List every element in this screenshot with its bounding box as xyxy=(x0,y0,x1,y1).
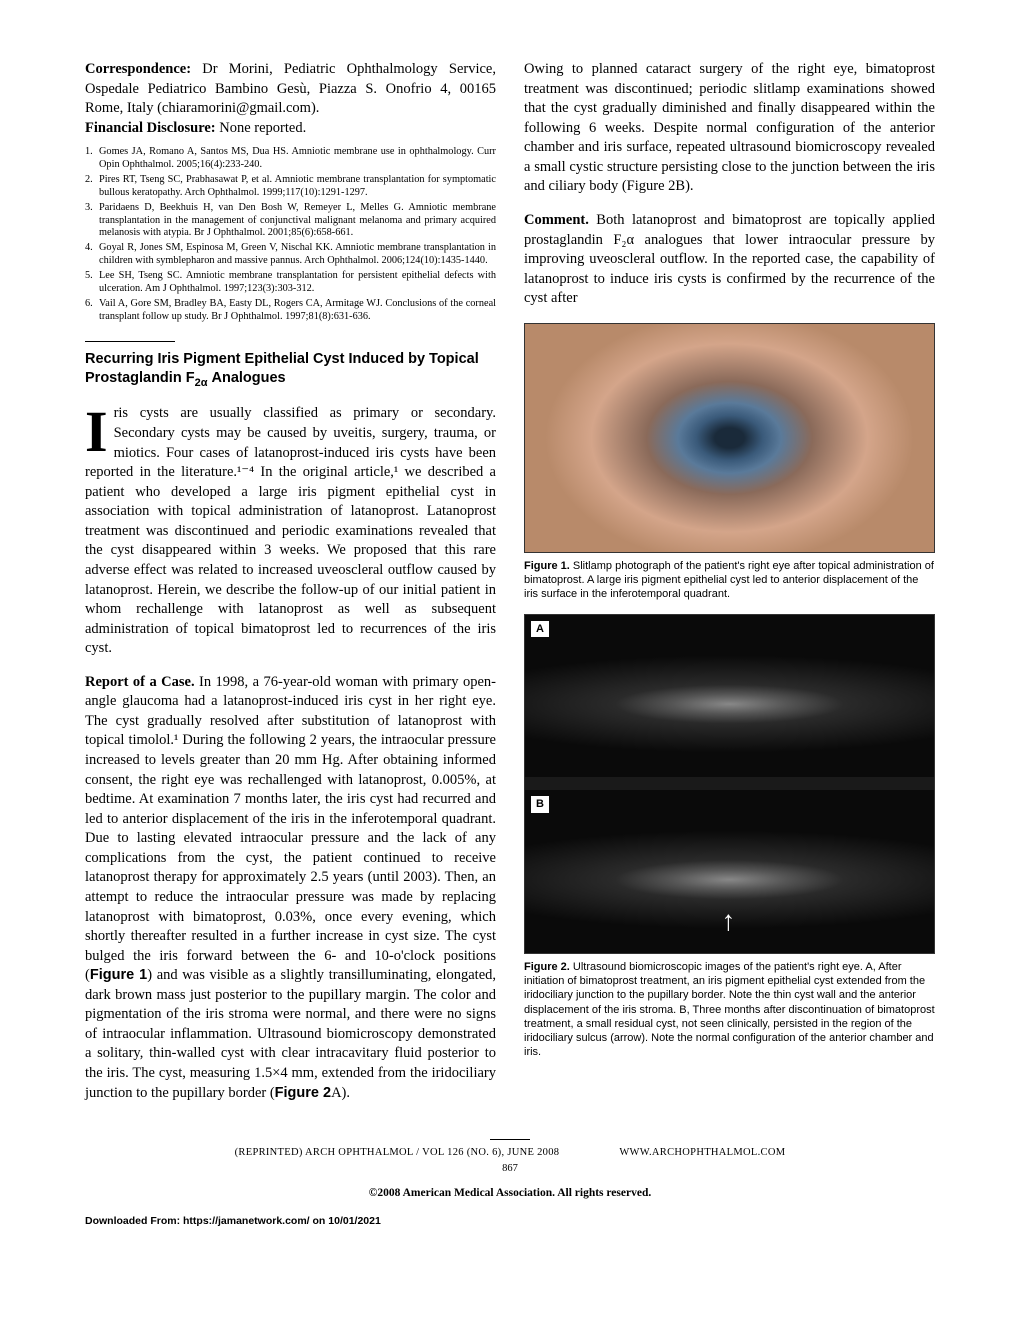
ref-num: 3. xyxy=(85,202,99,241)
figure1-caption-text: Slitlamp photograph of the patient's rig… xyxy=(524,560,934,601)
figure2-caption-text: Ultrasound biomicroscopic images of the … xyxy=(524,961,935,1059)
section-title: Recurring Iris Pigment Epithelial Cyst I… xyxy=(85,350,496,390)
figure1-image xyxy=(524,323,935,553)
ref-num: 4. xyxy=(85,242,99,268)
ref-text: Goyal R, Jones SM, Espinosa M, Green V, … xyxy=(99,242,496,268)
figure2-block: A B ↑ Figure 2. Ultrasound biomicroscopi… xyxy=(524,614,935,1060)
ref-num: 5. xyxy=(85,270,99,296)
figure1-ref: Figure 1 xyxy=(90,967,147,983)
ref-item: 6.Vail A, Gore SM, Bradley BA, Easty DL,… xyxy=(85,298,496,324)
figure2-panel-b: B ↑ xyxy=(525,790,934,952)
comment-paragraph: Comment. Both latanoprost and bimatopros… xyxy=(524,211,935,309)
left-column: Correspondence: Dr Morini, Pediatric Oph… xyxy=(85,60,496,1117)
report-paragraph: Report of a Case. In 1998, a 76-year-old… xyxy=(85,673,496,1103)
panel-a-label: A xyxy=(531,621,549,638)
figure1-block: Figure 1. Slitlamp photograph of the pat… xyxy=(524,323,935,602)
correspondence-block: Correspondence: Dr Morini, Pediatric Oph… xyxy=(85,60,496,138)
para2a-text: In 1998, a 76-year-old woman with primar… xyxy=(85,674,496,983)
download-note: Downloaded From: https://jamanetwork.com… xyxy=(85,1214,935,1228)
title-subscript: 2α xyxy=(195,377,208,389)
ref-item: 5.Lee SH, Tseng SC. Amniotic membrane tr… xyxy=(85,270,496,296)
ref-item: 4.Goyal R, Jones SM, Espinosa M, Green V… xyxy=(85,242,496,268)
para1-text: ris cysts are usually classified as prim… xyxy=(85,405,496,656)
ref-text: Gomes JA, Romano A, Santos MS, Dua HS. A… xyxy=(99,146,496,172)
ref-num: 2. xyxy=(85,174,99,200)
figure1-caption: Figure 1. Slitlamp photograph of the pat… xyxy=(524,559,935,602)
para2c-text: A). xyxy=(331,1085,350,1101)
right-column: Owing to planned cataract surgery of the… xyxy=(524,60,935,1117)
financial-text: None reported. xyxy=(216,120,307,136)
right-para1: Owing to planned cataract surgery of the… xyxy=(524,60,935,197)
figure2-label: Figure 2. xyxy=(524,961,570,973)
footer-line1: (REPRINTED) ARCH OPHTHALMOL / VOL 126 (N… xyxy=(85,1146,935,1160)
figure2-caption: Figure 2. Ultrasound biomicroscopic imag… xyxy=(524,960,935,1060)
figure1-label: Figure 1. xyxy=(524,560,570,572)
ref-item: 1.Gomes JA, Romano A, Santos MS, Dua HS.… xyxy=(85,146,496,172)
correspondence-label: Correspondence: xyxy=(85,61,191,77)
ref-item: 3.Paridaens D, Beekhuis H, van Den Bosh … xyxy=(85,202,496,241)
figure2-ref: Figure 2 xyxy=(275,1085,331,1101)
ref-item: 2.Pires RT, Tseng SC, Prabhasawat P, et … xyxy=(85,174,496,200)
page-footer: (REPRINTED) ARCH OPHTHALMOL / VOL 126 (N… xyxy=(85,1139,935,1202)
ref-num: 6. xyxy=(85,298,99,324)
ref-num: 1. xyxy=(85,146,99,172)
figure2-panel-a: A xyxy=(525,615,934,777)
copyright-text: ©2008 American Medical Association. All … xyxy=(85,1186,935,1202)
ref-text: Paridaens D, Beekhuis H, van Den Bosh W,… xyxy=(99,202,496,241)
intro-paragraph: Iris cysts are usually classified as pri… xyxy=(85,404,496,658)
panel-b-label: B xyxy=(531,796,549,813)
dropcap-letter: I xyxy=(85,404,114,456)
arrow-icon: ↑ xyxy=(721,903,735,941)
report-heading: Report of a Case. xyxy=(85,674,195,690)
comment-label: Comment. xyxy=(524,212,589,228)
two-column-layout: Correspondence: Dr Morini, Pediatric Oph… xyxy=(85,60,935,1117)
ref-text: Vail A, Gore SM, Bradley BA, Easty DL, R… xyxy=(99,298,496,324)
footer-url: WWW.ARCHOPHTHALMOL.COM xyxy=(619,1146,785,1160)
reprinted-text: (REPRINTED) ARCH OPHTHALMOL / VOL 126 (N… xyxy=(235,1146,560,1160)
title-part2: Analogues xyxy=(207,370,285,386)
page-number: 867 xyxy=(85,1162,935,1176)
ref-text: Pires RT, Tseng SC, Prabhasawat P, et al… xyxy=(99,174,496,200)
footer-divider xyxy=(490,1139,530,1140)
references-list: 1.Gomes JA, Romano A, Santos MS, Dua HS.… xyxy=(85,146,496,323)
para2b-text: ) and was visible as a slightly transill… xyxy=(85,967,496,1100)
section-divider xyxy=(85,341,175,342)
ref-text: Lee SH, Tseng SC. Amniotic membrane tran… xyxy=(99,270,496,296)
financial-label: Financial Disclosure: xyxy=(85,120,216,136)
figure2-image: A B ↑ xyxy=(524,614,935,954)
